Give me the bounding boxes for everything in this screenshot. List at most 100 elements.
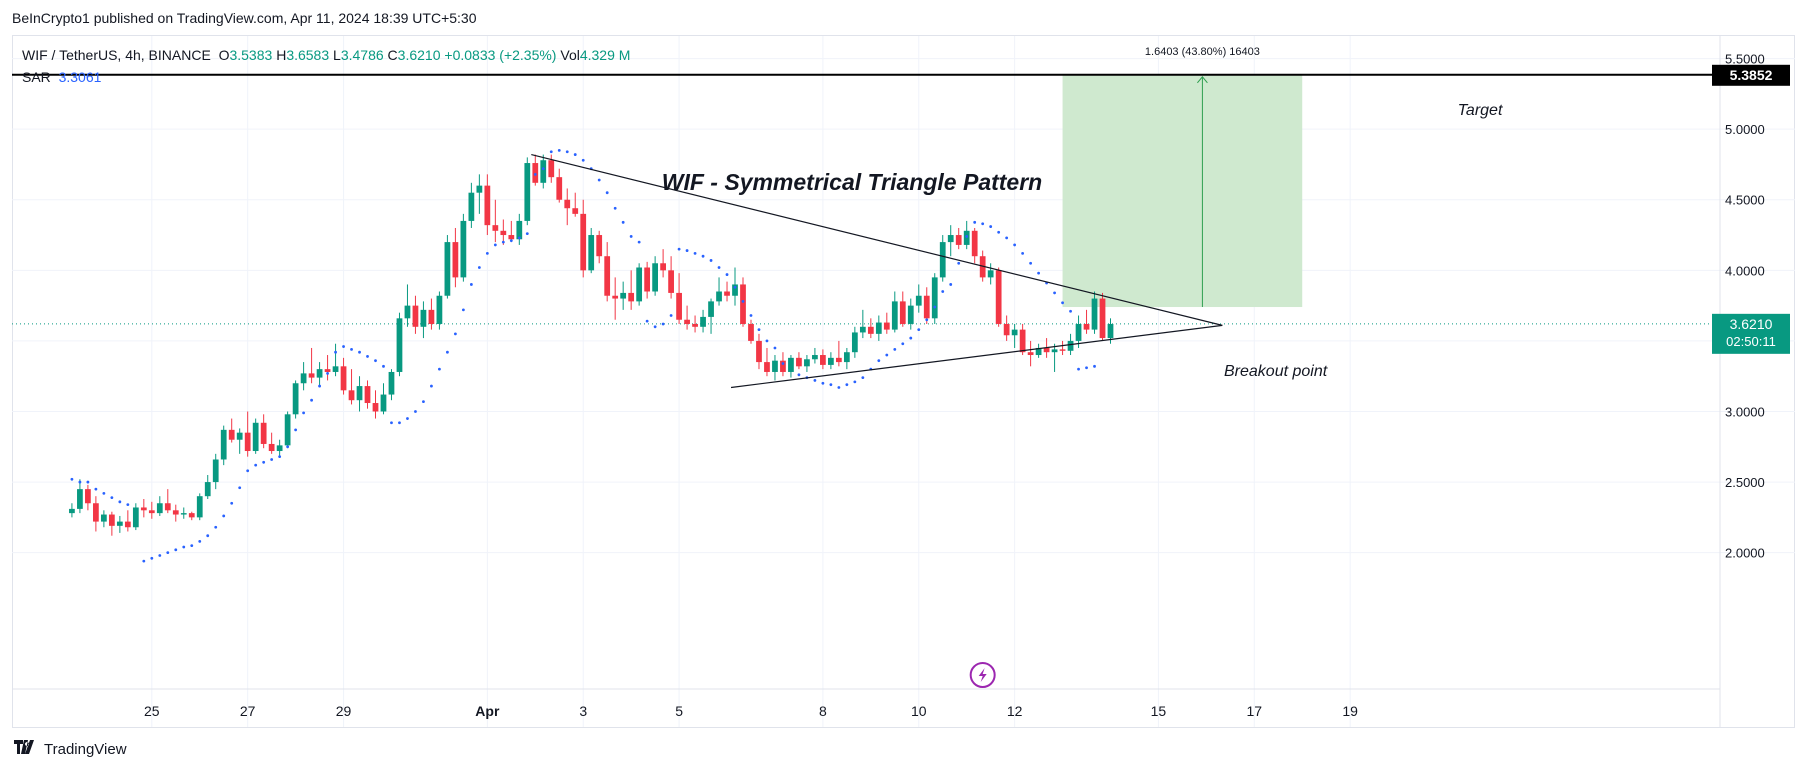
candle-body [772, 360, 778, 372]
candle-body [348, 390, 355, 401]
candle-body [835, 357, 842, 363]
x-tick-label: 5 [675, 703, 683, 719]
publisher-line: BeInCrypto1 published on TradingView.com… [12, 10, 477, 26]
candle-body [1027, 352, 1034, 356]
volume-value: 4.329 M [579, 47, 631, 63]
candle-body [676, 292, 682, 320]
candle-body [172, 510, 179, 515]
sar-dot [645, 319, 649, 323]
candle-body [820, 355, 826, 365]
sar-dot [925, 318, 929, 322]
candle-body [883, 322, 890, 330]
sar-dot [773, 346, 777, 350]
sar-dot [581, 158, 585, 162]
close-label: C [387, 47, 398, 63]
sar-dot [933, 305, 937, 309]
candle-body [979, 256, 986, 278]
candle-body [780, 360, 786, 372]
candle-body [588, 235, 595, 271]
candle-body [644, 267, 651, 292]
candle-body [532, 163, 539, 183]
sar-dot [453, 332, 457, 336]
candle-body [332, 366, 339, 372]
sar-dot [949, 283, 953, 286]
candle-body [572, 208, 579, 214]
candle-body [947, 235, 954, 243]
candle-body [492, 225, 499, 231]
sar-dot [150, 556, 154, 560]
candle-body [891, 301, 898, 330]
sar-dot [1005, 236, 1009, 240]
candle-body [380, 394, 387, 412]
sar-dot [509, 239, 513, 243]
sar-dot [94, 487, 98, 491]
candle-body [524, 163, 531, 221]
x-tick-label: 10 [911, 703, 927, 719]
candle-body [540, 160, 547, 183]
sar-dot [1069, 309, 1072, 313]
candle-body [652, 263, 658, 292]
candle-body [1051, 349, 1058, 353]
candle-body [660, 263, 666, 271]
sar-dot [861, 376, 865, 380]
candle-body [700, 316, 706, 327]
candle-body [444, 242, 451, 296]
candle-body [404, 305, 411, 319]
sar-dot [717, 266, 721, 269]
candle-body [180, 513, 187, 515]
y-tick-label: 5.0000 [1725, 122, 1765, 137]
candle-body [580, 213, 587, 271]
current-price-tag-label: 3.6210 [1730, 316, 1773, 332]
candle-body [971, 230, 978, 257]
sar-dot [973, 220, 977, 224]
open-label: O [218, 47, 230, 63]
candle-body [1075, 323, 1082, 341]
sar-dot [110, 496, 114, 499]
candle-body [812, 355, 818, 360]
sar-dot [1085, 366, 1088, 370]
candle-body [859, 326, 866, 333]
brand-name: TradingView [44, 741, 127, 758]
chart-panel[interactable] [12, 35, 1795, 728]
tradingview-brand[interactable]: TradingView [14, 740, 127, 759]
sar-dot [270, 458, 274, 461]
sar-dot [318, 384, 321, 388]
candle-body [356, 386, 363, 401]
candle-body [260, 422, 267, 444]
candle-body [788, 357, 794, 372]
candle-body [939, 242, 946, 278]
sar-dot [517, 236, 521, 240]
candle-body [923, 295, 930, 319]
sar-dot [477, 266, 481, 269]
candle-body [556, 177, 563, 200]
measure-label: 1.6403 (43.80%) 16403 [1145, 46, 1260, 58]
sar-dot [1093, 364, 1096, 368]
candle-body [500, 230, 507, 236]
sar-dot [541, 167, 545, 171]
candle-body [955, 235, 962, 245]
sar-dot [126, 503, 130, 507]
sar-dot [1013, 243, 1017, 247]
sar-dot [957, 261, 961, 265]
candle-body [1099, 298, 1106, 339]
sar-dot [1021, 251, 1025, 255]
sar-dot [709, 259, 713, 262]
candle-body [899, 301, 906, 324]
chart-legend: WIF / TetherUS, 4h, BINANCE O3.5383 H3.6… [22, 44, 630, 88]
x-tick-label: 8 [819, 703, 827, 719]
candle-body [252, 422, 259, 452]
candle-body [140, 507, 147, 511]
candle-body [148, 510, 155, 514]
sar-dot [206, 534, 210, 538]
sar-dot [885, 353, 889, 357]
candle-body [108, 514, 115, 526]
candle-body [508, 235, 515, 240]
candle-body [364, 386, 371, 404]
candle-body [292, 383, 299, 415]
candle-body [124, 521, 131, 528]
sar-dot [366, 355, 369, 358]
candle-body [156, 503, 163, 514]
candle-body [740, 284, 746, 324]
sar-dot [693, 251, 697, 255]
